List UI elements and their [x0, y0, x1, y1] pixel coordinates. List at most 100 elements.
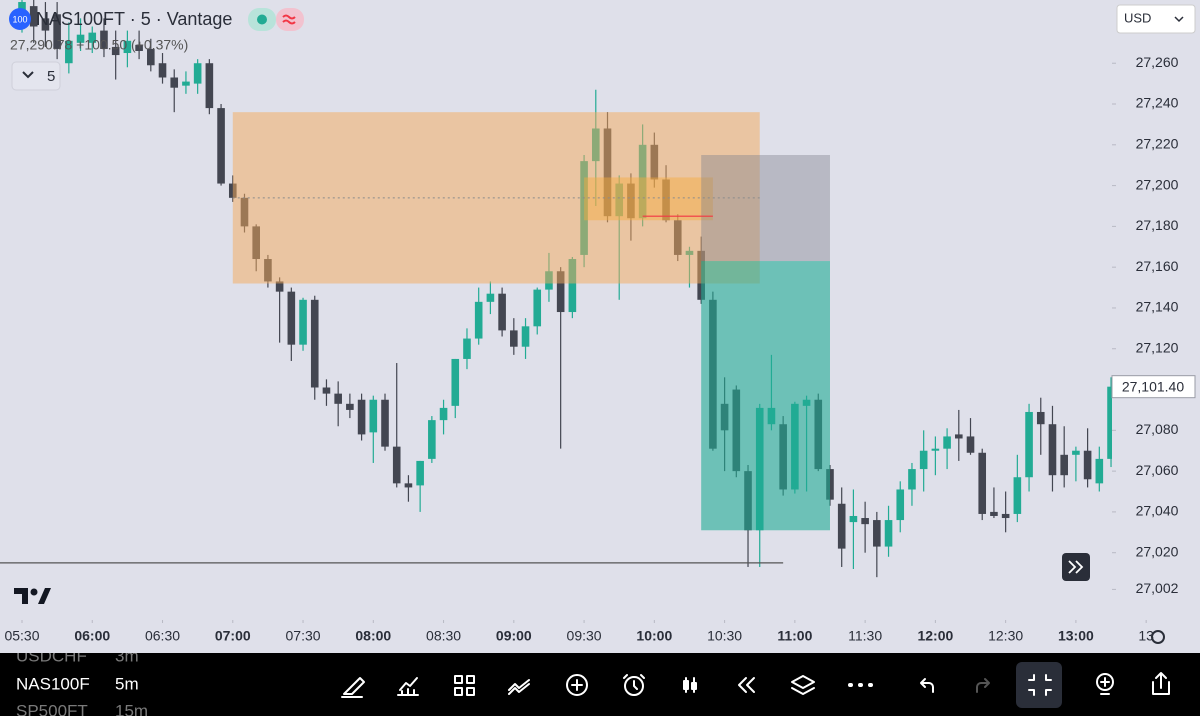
candle-body [510, 330, 518, 347]
candle-body [966, 436, 975, 453]
x-tick-label: 07:00 [215, 628, 251, 644]
candle-body [498, 293, 506, 331]
layers-icon[interactable] [791, 675, 815, 695]
candle-body [568, 259, 577, 313]
candle-body [41, 18, 50, 31]
y-tick-label: 27,080 [1136, 421, 1179, 437]
candle-body [474, 301, 483, 339]
currency-select[interactable] [1116, 4, 1196, 34]
x-tick-label: 11:30 [848, 628, 882, 644]
candle-body [416, 460, 424, 486]
badge-text: 100 [12, 14, 27, 24]
undo-icon[interactable] [920, 678, 934, 693]
delay-icon [282, 14, 296, 25]
x-tick-label: 12:00 [917, 628, 953, 644]
y-tick-label: 27,040 [1136, 503, 1179, 519]
zone [584, 177, 713, 221]
candle-body [170, 77, 179, 88]
candle-body [357, 399, 366, 435]
y-tick-label: 27,002 [1136, 580, 1179, 596]
candle-body [135, 44, 143, 51]
candle-body [533, 289, 542, 327]
candles-icon[interactable] [683, 677, 697, 693]
candle-body [943, 436, 951, 449]
x-tick-label: 09:00 [496, 628, 532, 644]
candle-body [404, 483, 413, 488]
candle-body [100, 30, 108, 49]
chevron [22, 71, 34, 79]
symbol-title[interactable]: NAS100FT · 5 · Vantage [36, 9, 232, 29]
candle-body [88, 32, 97, 43]
candle-body [346, 403, 354, 410]
interval-count: 5 [47, 68, 55, 85]
candle-body [76, 34, 85, 43]
watchlist-symbol: NAS100F [16, 674, 90, 693]
share-icon[interactable] [1152, 672, 1170, 695]
y-tick-label: 27,200 [1136, 176, 1179, 192]
candle-body [1013, 477, 1022, 514]
alert-icon[interactable] [624, 676, 644, 696]
candle-body [521, 326, 530, 347]
candle-body [908, 469, 916, 490]
watchlist: USDCHF 3m NAS100F 5m SP500FT 15m [16, 646, 148, 716]
y-tick-label: 27,260 [1136, 54, 1179, 70]
plot-area [0, 0, 1112, 578]
candle-body [158, 63, 167, 78]
candle-body [310, 299, 319, 388]
quote: 27,290.78 +100.50 (+0.37%) [10, 37, 188, 53]
x-tick-label: 10:00 [636, 628, 672, 644]
candle-body [392, 446, 401, 484]
zone [232, 112, 760, 284]
x-tick-label: 08:00 [355, 628, 391, 644]
draw-icon[interactable] [341, 677, 365, 698]
candle-body [849, 515, 858, 523]
compare-icon[interactable] [508, 679, 530, 695]
candle-body [1048, 424, 1057, 476]
fullscreen-button[interactable] [1016, 662, 1062, 708]
candle-body [53, 14, 61, 49]
watchlist-interval: 3m [115, 646, 139, 665]
x-tick-label: 11:00 [777, 628, 812, 644]
candle-body [428, 420, 436, 459]
candle-body [919, 450, 928, 470]
x-tick-label: 06:00 [74, 628, 110, 644]
symbol-badge [9, 8, 31, 30]
candle-body [65, 40, 73, 64]
candle-body [193, 63, 202, 84]
candle-body [837, 503, 846, 549]
y-tick-label: 27,020 [1136, 543, 1179, 559]
replay-icon[interactable] [738, 677, 755, 693]
y-tick-label: 27,220 [1136, 136, 1179, 152]
y-tick-label: 27,240 [1136, 95, 1179, 111]
candle-body [884, 520, 893, 547]
toolbar [0, 653, 1200, 716]
candle-body [111, 46, 120, 56]
candle-body [896, 489, 905, 521]
candle-body [182, 81, 190, 86]
candle-body [1072, 450, 1080, 455]
redo-icon [976, 678, 990, 693]
y-tick-label: 27,180 [1136, 217, 1179, 233]
indicators-icon[interactable] [397, 677, 419, 696]
zone [701, 261, 830, 531]
x-tick-label: 08:30 [426, 628, 461, 644]
candle-body [287, 291, 296, 345]
candle-body [439, 407, 448, 421]
add-icon[interactable] [566, 674, 588, 696]
tv-logo [14, 588, 51, 604]
market-open-dot [257, 14, 267, 25]
layout-icon[interactable] [454, 675, 475, 696]
watchlist-interval: 5m [115, 674, 139, 693]
y-tick-label: 27,140 [1136, 299, 1179, 315]
candle-body [1083, 450, 1092, 480]
candle-body [1060, 454, 1068, 476]
candle-body [147, 48, 155, 66]
collapse-button[interactable] [11, 61, 61, 91]
x-tick-label: 07:30 [286, 628, 321, 644]
ideas-icon[interactable] [1096, 673, 1114, 691]
candle-body [556, 271, 565, 313]
settings[interactable] [1151, 630, 1165, 644]
candle-body [486, 293, 495, 302]
x-tick-label: 10:30 [707, 628, 742, 644]
